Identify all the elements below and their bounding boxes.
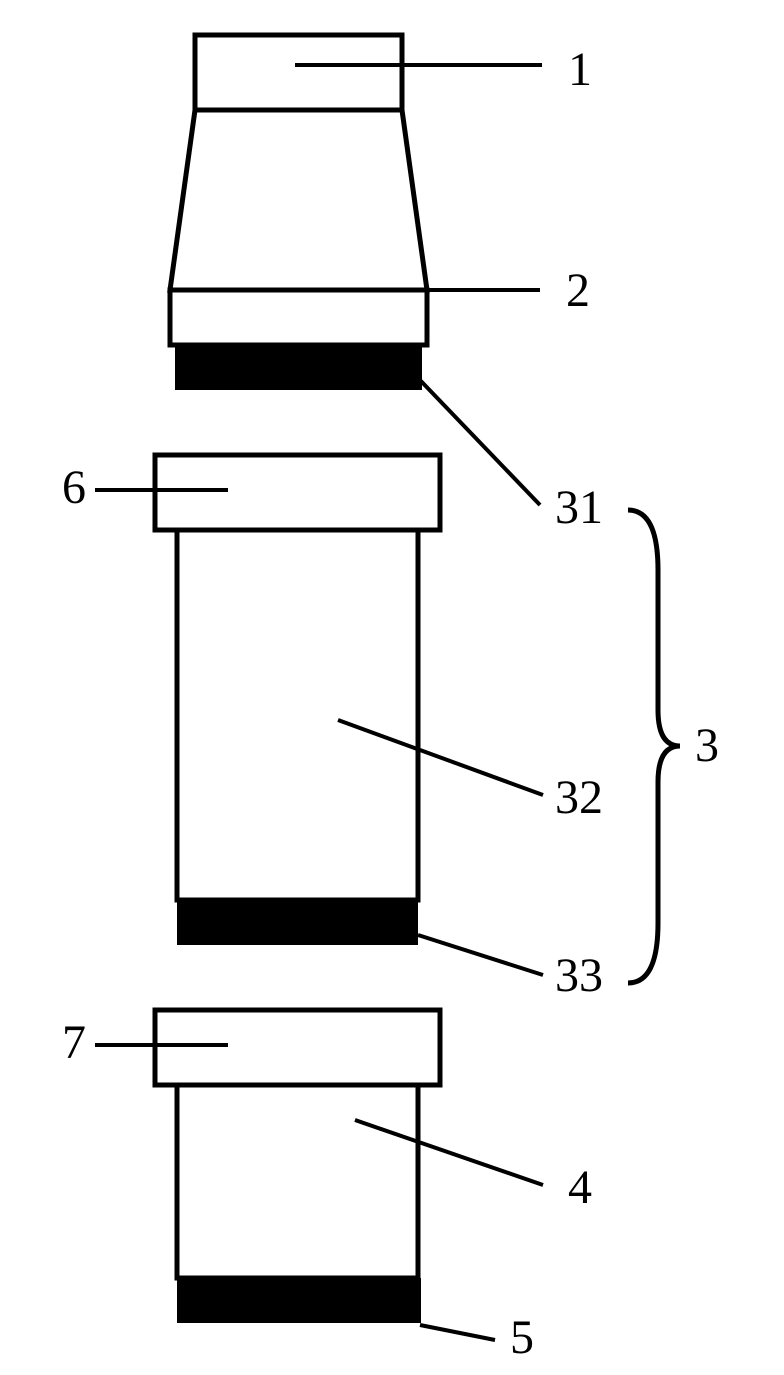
technical-diagram — [0, 0, 784, 1375]
brace-3 — [628, 510, 680, 983]
section-1 — [170, 35, 427, 390]
part-5-ring — [177, 1278, 421, 1323]
label-5: 5 — [510, 1310, 534, 1365]
section-2 — [155, 455, 440, 945]
part-6-cap — [155, 455, 440, 530]
leader-33 — [418, 935, 543, 975]
label-31: 31 — [555, 480, 603, 535]
part-1-cap — [195, 35, 402, 110]
label-1: 1 — [568, 42, 592, 97]
part-32-body — [177, 530, 418, 900]
label-3: 3 — [695, 718, 719, 773]
label-6: 6 — [62, 460, 86, 515]
part-7-cap — [155, 1010, 440, 1085]
label-33: 33 — [555, 948, 603, 1003]
part-4-body — [177, 1085, 418, 1278]
leader-5 — [420, 1325, 495, 1340]
label-2: 2 — [566, 263, 590, 318]
label-32: 32 — [555, 770, 603, 825]
label-7: 7 — [62, 1015, 86, 1070]
brace-path — [628, 510, 680, 983]
label-4: 4 — [568, 1160, 592, 1215]
section-3 — [155, 1010, 440, 1323]
part-2-cone — [170, 110, 427, 290]
part-2-base — [170, 290, 427, 345]
part-33-ring — [177, 900, 418, 945]
part-31-ring — [175, 345, 422, 390]
